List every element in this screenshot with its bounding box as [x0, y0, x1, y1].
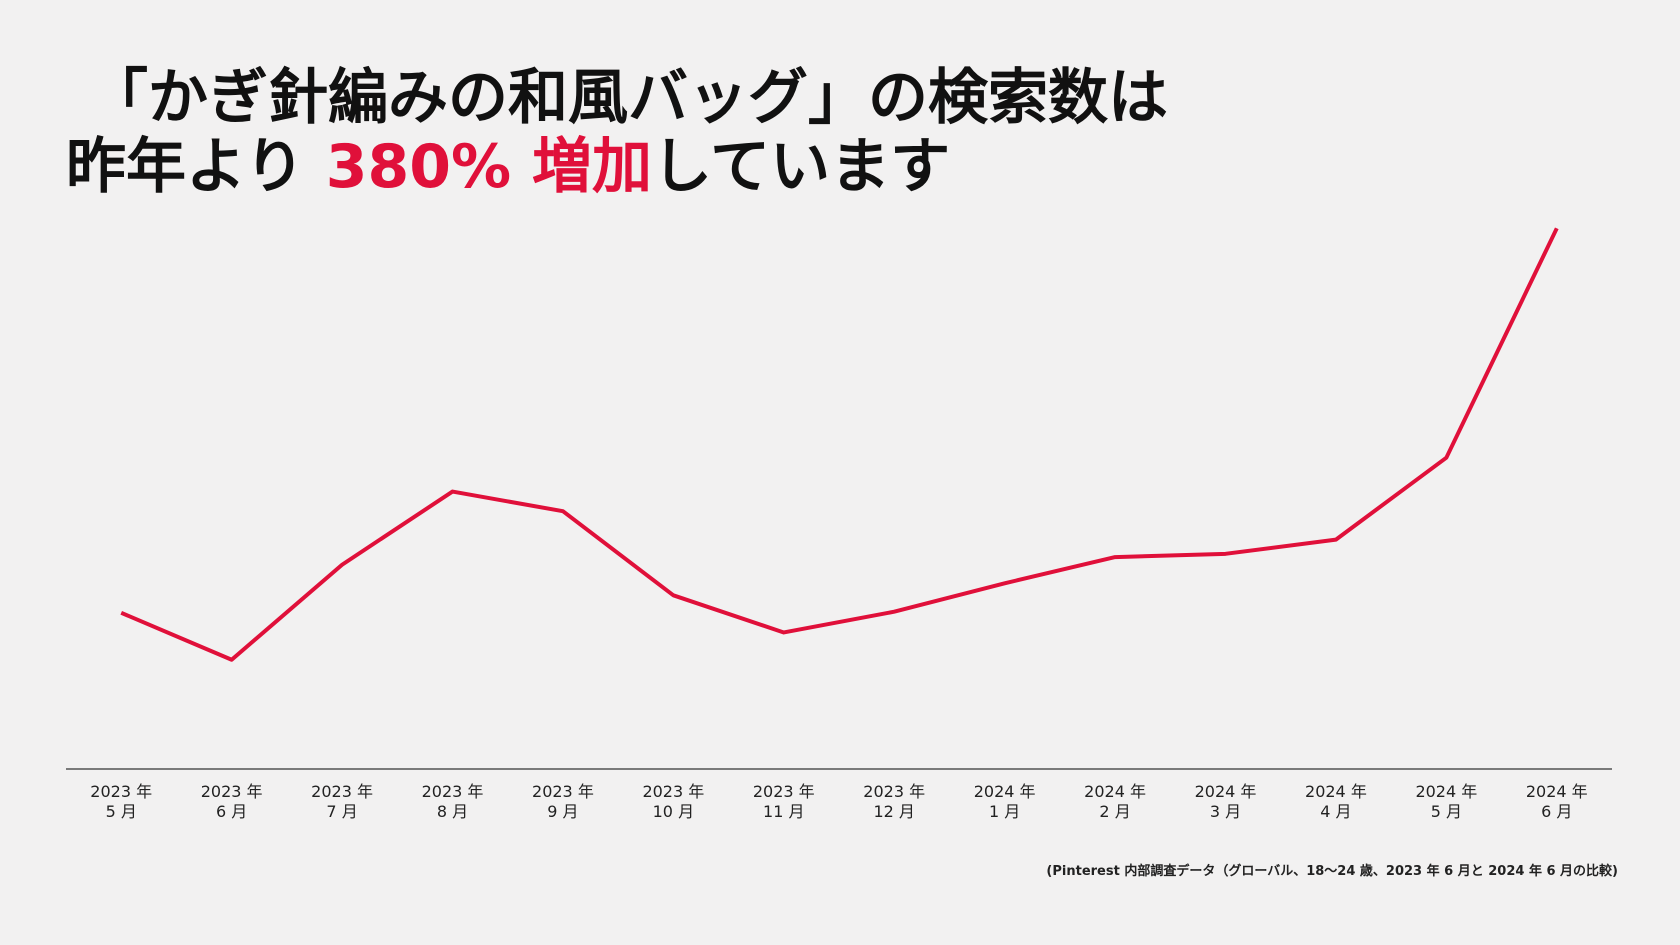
chart-title: 昨年より 380% 増加しています [66, 132, 950, 202]
title-highlight: 380% 増加 [326, 132, 652, 202]
x-tick-label: 9 月 [547, 802, 578, 821]
x-tick-label: 6 月 [216, 802, 247, 821]
x-tick-label: 5 月 [106, 802, 137, 821]
x-tick-label: 1 月 [989, 802, 1020, 821]
x-tick-label: 4 月 [1320, 802, 1351, 821]
data-line [120, 227, 1559, 662]
x-tick-label: 11 月 [763, 802, 804, 821]
source-note: (Pinterest 内部調査データ（グローバル、18〜24 歳、2023 年 … [1046, 863, 1618, 879]
x-tick-label: 8 月 [437, 802, 468, 821]
x-tick-label: 2023 年 [532, 782, 594, 801]
title-part: しています [652, 132, 950, 202]
x-tick-label: 2 月 [1099, 802, 1130, 821]
x-tick-label: 2024 年 [1526, 782, 1588, 801]
x-tick-label: 7 月 [326, 802, 357, 821]
chart-title: 「かぎ針編みの和風バッグ」の検索数は [88, 63, 1168, 133]
x-tick-label: 2023 年 [863, 782, 925, 801]
x-tick-label: 3 月 [1210, 802, 1241, 821]
x-tick-label: 2023 年 [90, 782, 152, 801]
x-tick-label: 2024 年 [1084, 782, 1146, 801]
x-tick-label: 2024 年 [1195, 782, 1257, 801]
x-tick-label: 10 月 [653, 802, 694, 821]
x-tick-label: 2023 年 [201, 782, 263, 801]
x-tick-label: 2023 年 [753, 782, 815, 801]
x-tick-label: 2023 年 [422, 782, 484, 801]
x-tick-label: 2023 年 [642, 782, 704, 801]
x-tick-label: 2024 年 [1305, 782, 1367, 801]
x-tick-label: 12 月 [873, 802, 914, 821]
x-tick-label: 2024 年 [974, 782, 1036, 801]
x-tick-label: 2024 年 [1415, 782, 1477, 801]
x-tick-label: 5 月 [1431, 802, 1462, 821]
x-tick-label: 2023 年 [311, 782, 373, 801]
x-tick-label: 6 月 [1541, 802, 1572, 821]
title-part: 昨年より [66, 132, 305, 202]
